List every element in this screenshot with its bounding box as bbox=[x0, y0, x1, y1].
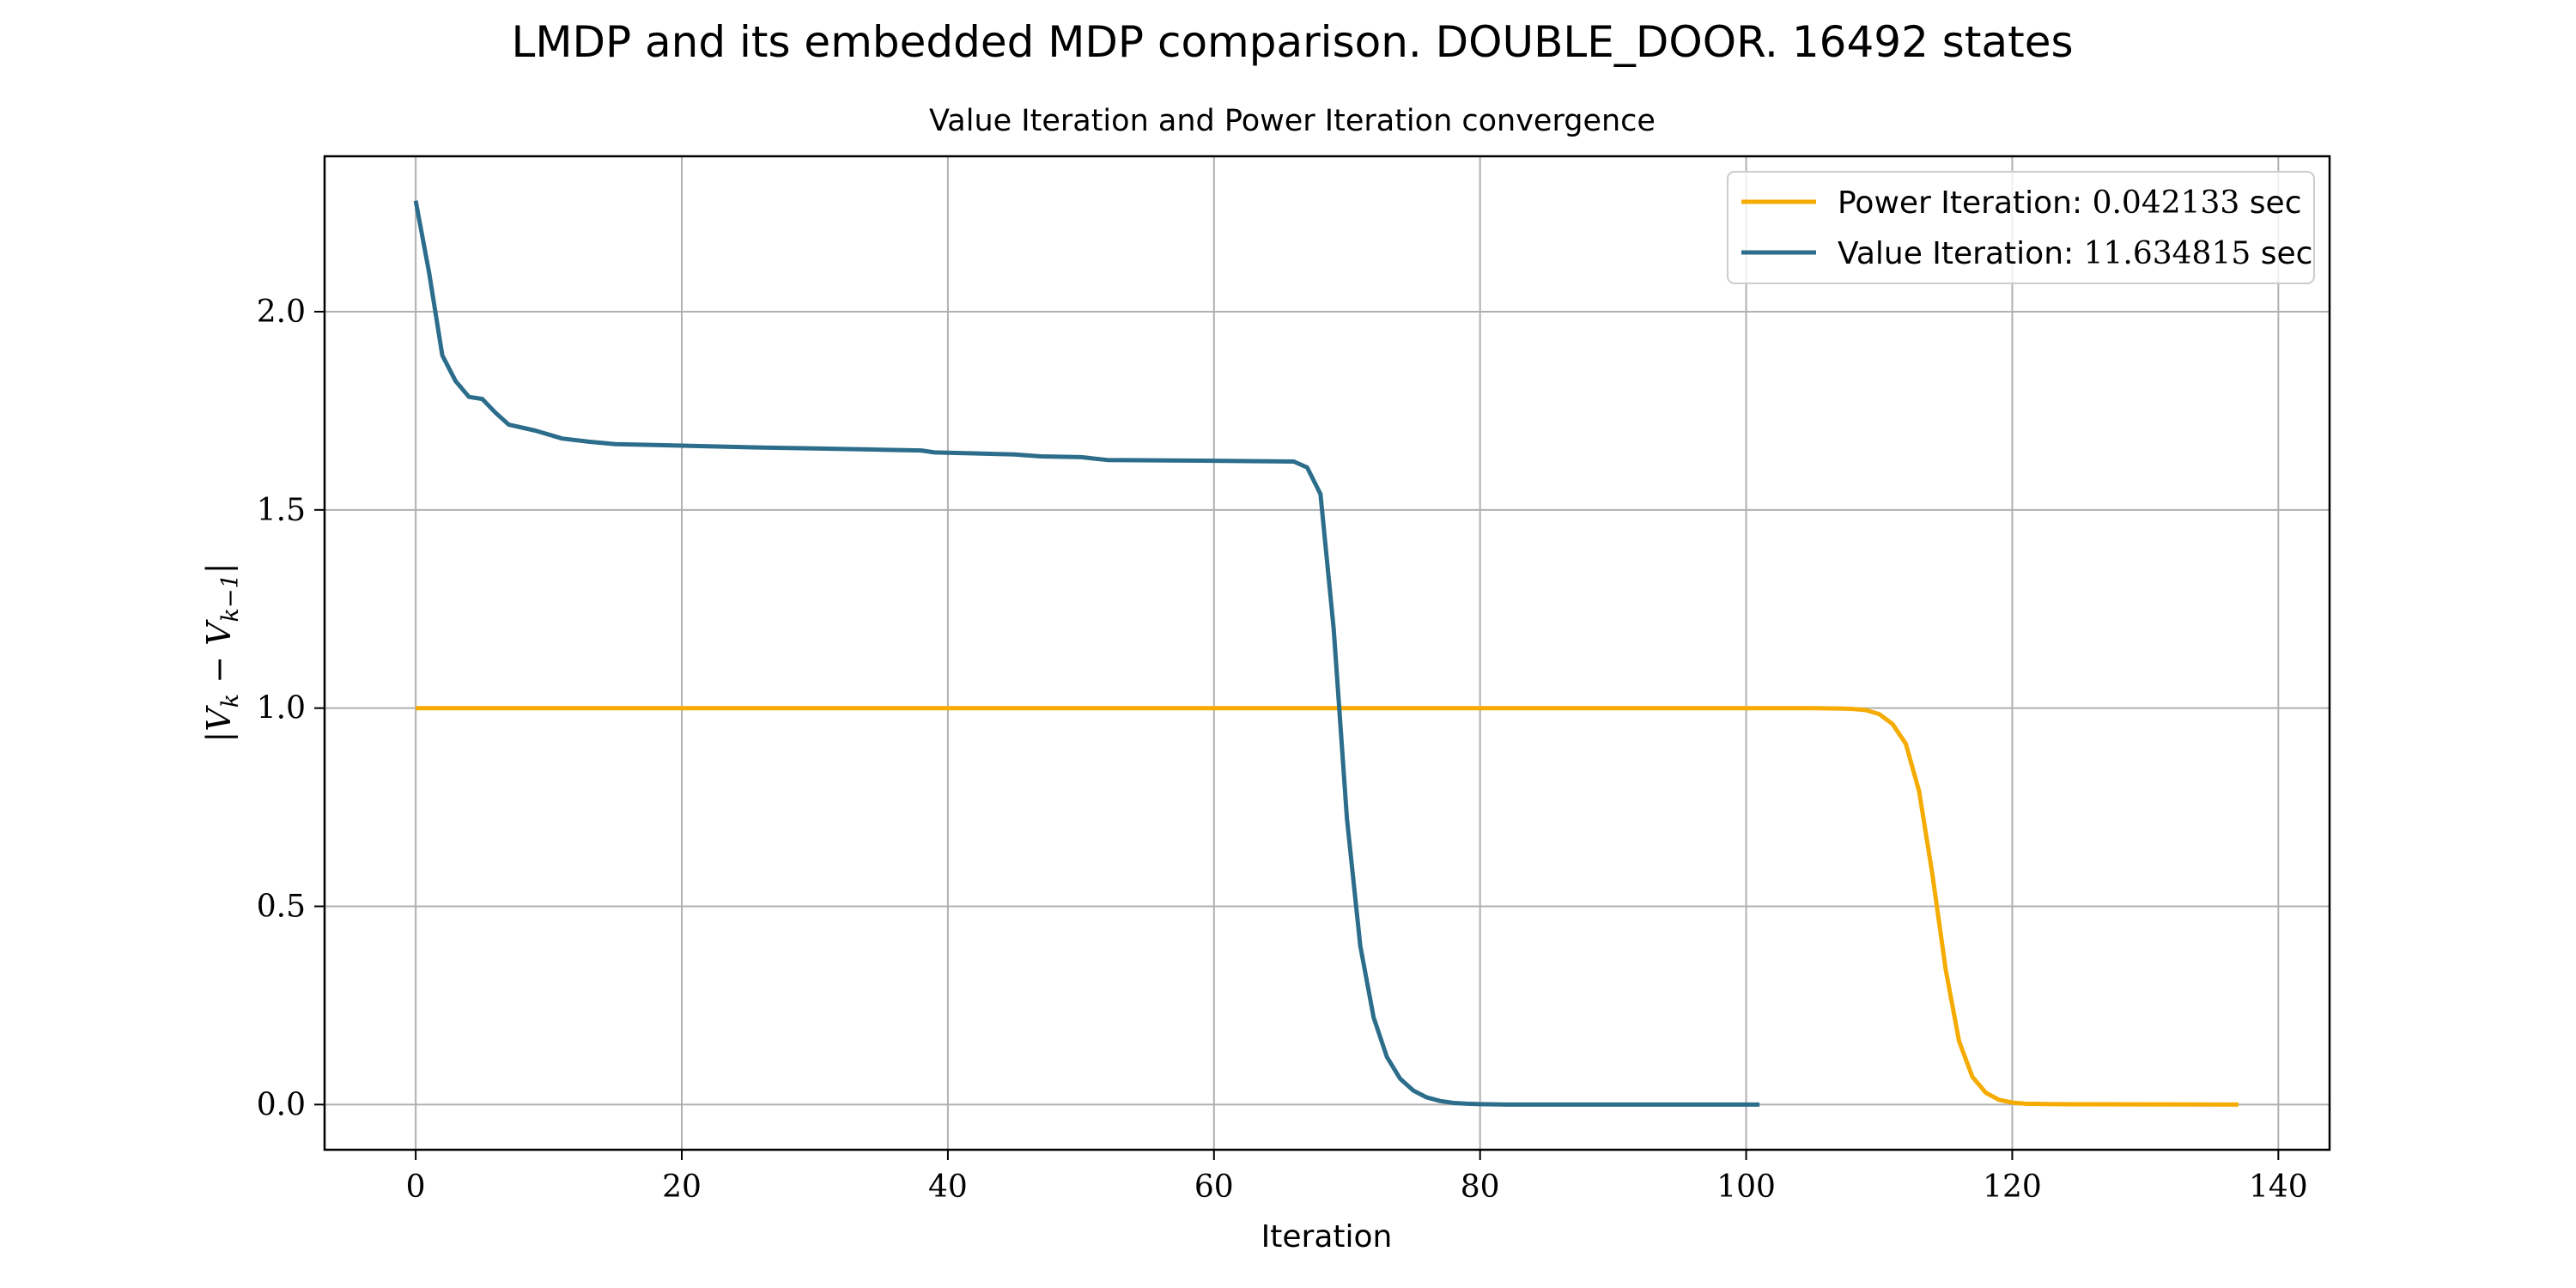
x-tick-label: 0 bbox=[406, 1170, 426, 1205]
x-tick-label: 140 bbox=[2249, 1170, 2308, 1205]
axes-frame bbox=[323, 155, 2331, 1151]
x-tick-label: 20 bbox=[662, 1170, 702, 1205]
series-line-value-iteration bbox=[413, 200, 1760, 1107]
x-tick-label: 120 bbox=[1983, 1170, 2042, 1205]
plot-area bbox=[413, 200, 2239, 1107]
legend-label-value: Value Iteration: 11.634815 sec bbox=[1838, 236, 2312, 271]
y-tick-label: 1.0 bbox=[257, 691, 306, 726]
x-tick-label: 80 bbox=[1461, 1170, 1500, 1205]
y-tick-label: 1.5 bbox=[257, 493, 306, 528]
series-line-power-iteration bbox=[416, 706, 2239, 1107]
y-tick-label: 0.0 bbox=[257, 1087, 306, 1122]
legend-label-power: Power Iteration: 0.042133 sec bbox=[1838, 185, 2301, 221]
x-axis: 0 20 40 60 80 100 120 140 bbox=[406, 1150, 2308, 1205]
x-tick-label: 40 bbox=[928, 1170, 968, 1205]
figure-suptitle: LMDP and its embedded MDP comparison. DO… bbox=[511, 17, 2073, 67]
axes-title: Value Iteration and Power Iteration conv… bbox=[929, 104, 1656, 138]
y-tick-label: 2.0 bbox=[257, 295, 306, 330]
x-tick-label: 60 bbox=[1194, 1170, 1234, 1205]
y-tick-label: 0.5 bbox=[257, 890, 306, 925]
legend: Power Iteration: 0.042133 sec Value Iter… bbox=[1727, 171, 2315, 284]
legend-box bbox=[1727, 171, 2315, 284]
x-axis-label: Iteration bbox=[1261, 1219, 1393, 1255]
x-tick-label: 100 bbox=[1716, 1170, 1776, 1205]
y-axis: 0.0 0.5 1.0 1.5 2.0 bbox=[257, 295, 325, 1122]
